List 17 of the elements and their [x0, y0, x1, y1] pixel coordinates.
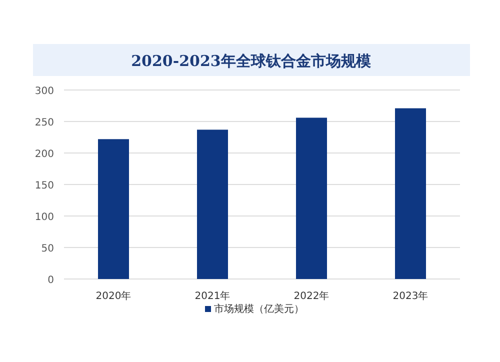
- chart-title: 2020-2023年全球钛合金市场规模: [131, 52, 372, 70]
- x-tick-label: 2022年: [294, 290, 330, 302]
- x-tick-label: 2021年: [194, 290, 230, 302]
- y-tick-label: 250: [34, 118, 54, 128]
- y-tick-label: 150: [34, 180, 54, 192]
- y-tick-label: 0: [48, 275, 54, 286]
- x-tick-label: 2023年: [392, 290, 428, 302]
- bar: [197, 130, 228, 279]
- bar: [296, 118, 327, 279]
- y-tick-label: 100: [34, 212, 54, 223]
- y-tick-label: 50: [41, 244, 54, 254]
- y-tick-label: 200: [34, 149, 54, 160]
- bar: [98, 139, 129, 279]
- bar: [395, 108, 426, 279]
- y-tick-label: 300: [34, 86, 54, 97]
- legend-label: 市场规模（亿美元）: [214, 303, 304, 315]
- x-tick-label: 2020年: [96, 290, 132, 302]
